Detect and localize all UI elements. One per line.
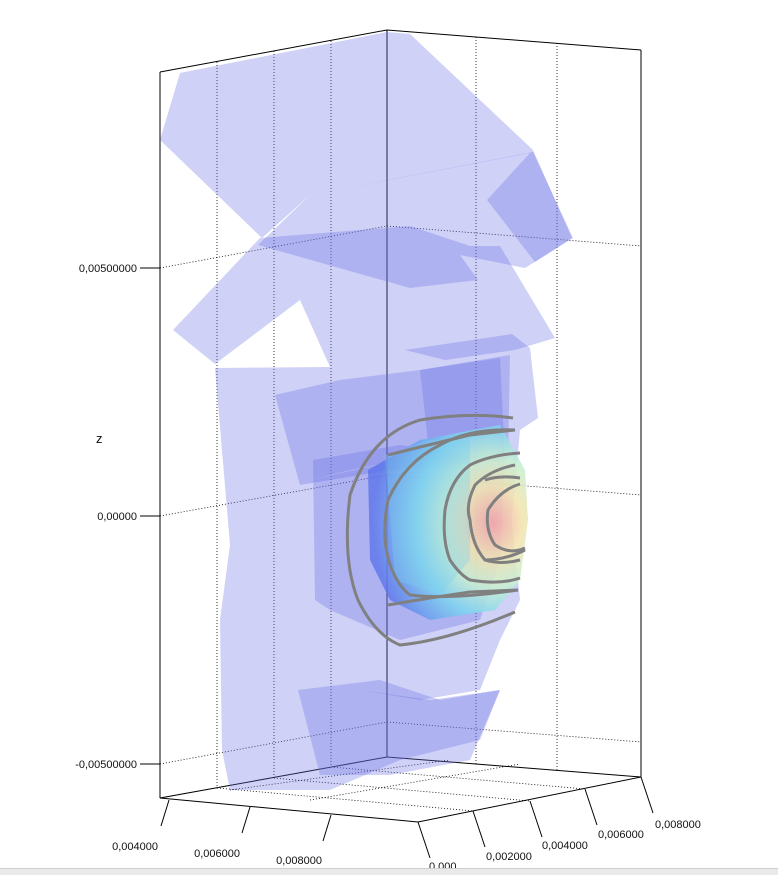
z-axis-label: z: [96, 431, 103, 446]
surface-patches: [160, 32, 573, 790]
bounding-box: [159, 29, 642, 823]
window-bottom-edge: [0, 868, 778, 875]
y-tick-label: 0,006000: [598, 829, 644, 841]
contour-lines: [345, 413, 526, 647]
x-tick-label: 0,006000: [194, 848, 240, 860]
y-axis-ticks: [417, 776, 654, 859]
z-tick-label: 0,00500000: [79, 263, 137, 275]
z-axis-ticks: [140, 267, 160, 765]
x-tick-label: 0,008000: [276, 855, 322, 867]
z-tick-label: -0,00500000: [75, 759, 137, 771]
x-axis-ticks: [160, 799, 332, 842]
y-tick-label: 0,004000: [542, 840, 588, 852]
y-tick-label: 0,008000: [655, 819, 701, 831]
z-tick-label: 0,00000: [97, 511, 137, 523]
y-tick-label: 0,002000: [486, 851, 532, 863]
x-tick-label: 0,004000: [112, 841, 158, 853]
